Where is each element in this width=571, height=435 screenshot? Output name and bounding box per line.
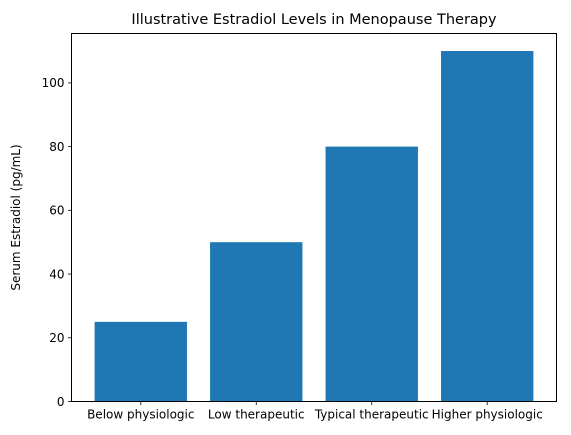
- x-tick-label-2: Low therapeutic: [208, 408, 305, 422]
- y-tick-label-1: 0: [57, 395, 65, 409]
- bar-2: [210, 242, 303, 402]
- y-tick-label-6: 100: [42, 76, 65, 90]
- x-tick-label-3: Typical therapeutic: [314, 408, 429, 422]
- y-axis-label: Serum Estradiol (pg/mL): [9, 144, 23, 290]
- bar-3: [325, 146, 418, 402]
- y-tick-label-5: 80: [49, 140, 64, 154]
- y-tick-label-2: 20: [49, 331, 64, 345]
- bars-group: [94, 51, 534, 402]
- x-tick-label-1: Below physiologic: [87, 408, 194, 422]
- x-tick-label-4: Higher physiologic: [432, 408, 543, 422]
- x-axis-ticks: Below physiologic Low therapeutic Typical …: [87, 401, 543, 422]
- y-tick-label-4: 60: [49, 204, 64, 218]
- bar-1: [94, 321, 187, 402]
- plot-frame: [71, 33, 557, 402]
- chart-title: Illustrative Estradiol Levels in Menopau…: [131, 12, 497, 28]
- y-axis-ticks: 0 20 40 60 80 100: [42, 76, 72, 409]
- y-tick-label-3: 40: [49, 267, 64, 281]
- bar-4: [441, 51, 534, 402]
